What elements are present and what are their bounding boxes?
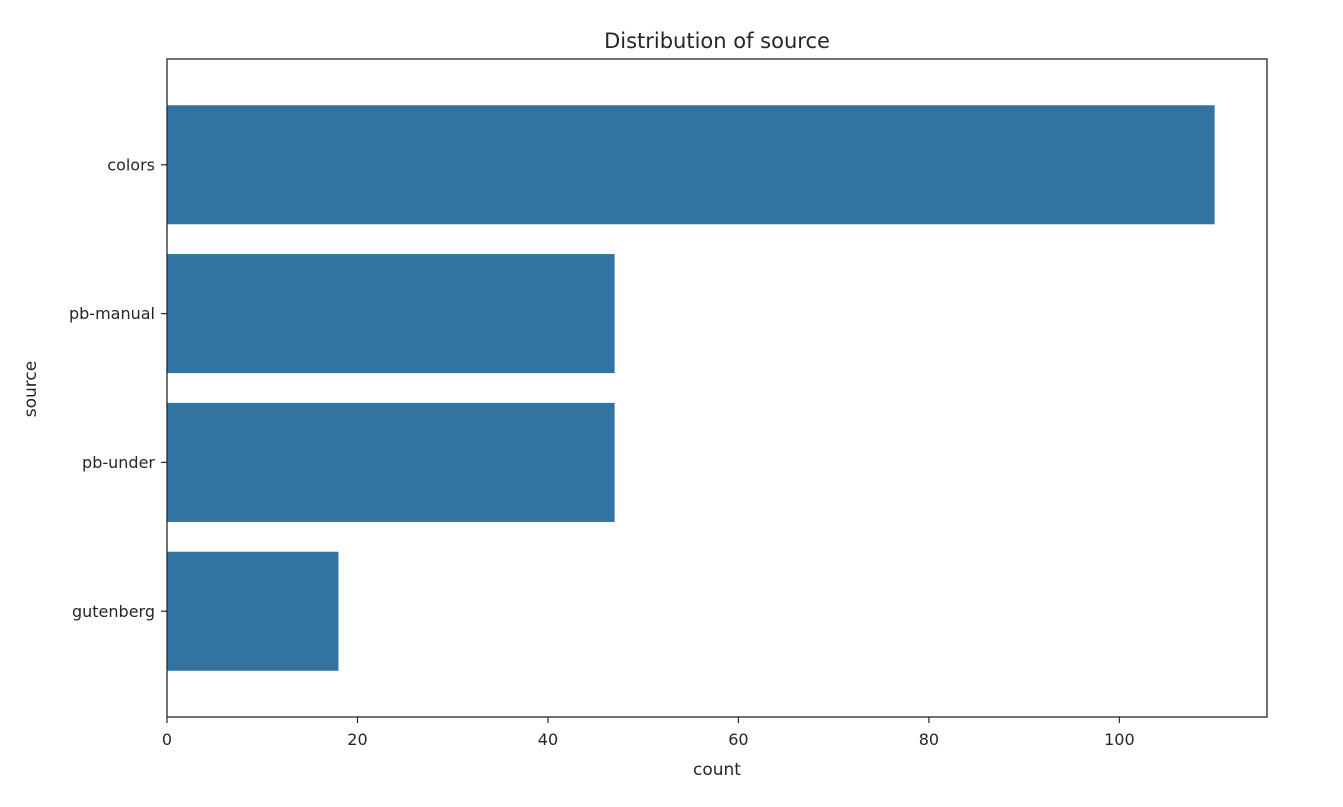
x-tick-label: 0 [162,730,172,749]
bars [167,105,1215,671]
x-tick-label: 100 [1104,730,1135,749]
x-tick-label: 40 [538,730,558,749]
bar-pb-under [167,402,615,522]
plot-frame [166,58,1268,718]
chart-title: Distribution of source [604,29,830,53]
x-tick-label: 20 [347,730,367,749]
y-tick-label: pb-under [82,453,155,472]
x-axis-ticks: 0 20 40 60 80 100 [162,717,1135,749]
x-axis-title: count [693,760,741,780]
y-tick-label: pb-manual [69,304,155,323]
y-axis-ticks: colors pb-manual pb-under gutenberg [69,155,167,621]
y-tick-label: gutenberg [72,602,155,621]
bar-colors [167,105,1215,225]
y-tick-label: colors [107,155,155,174]
bar-gutenberg [167,551,339,671]
x-tick-label: 80 [919,730,939,749]
x-tick-label: 60 [728,730,748,749]
y-axis-title: source [21,361,41,417]
bar-pb-manual [167,254,615,374]
